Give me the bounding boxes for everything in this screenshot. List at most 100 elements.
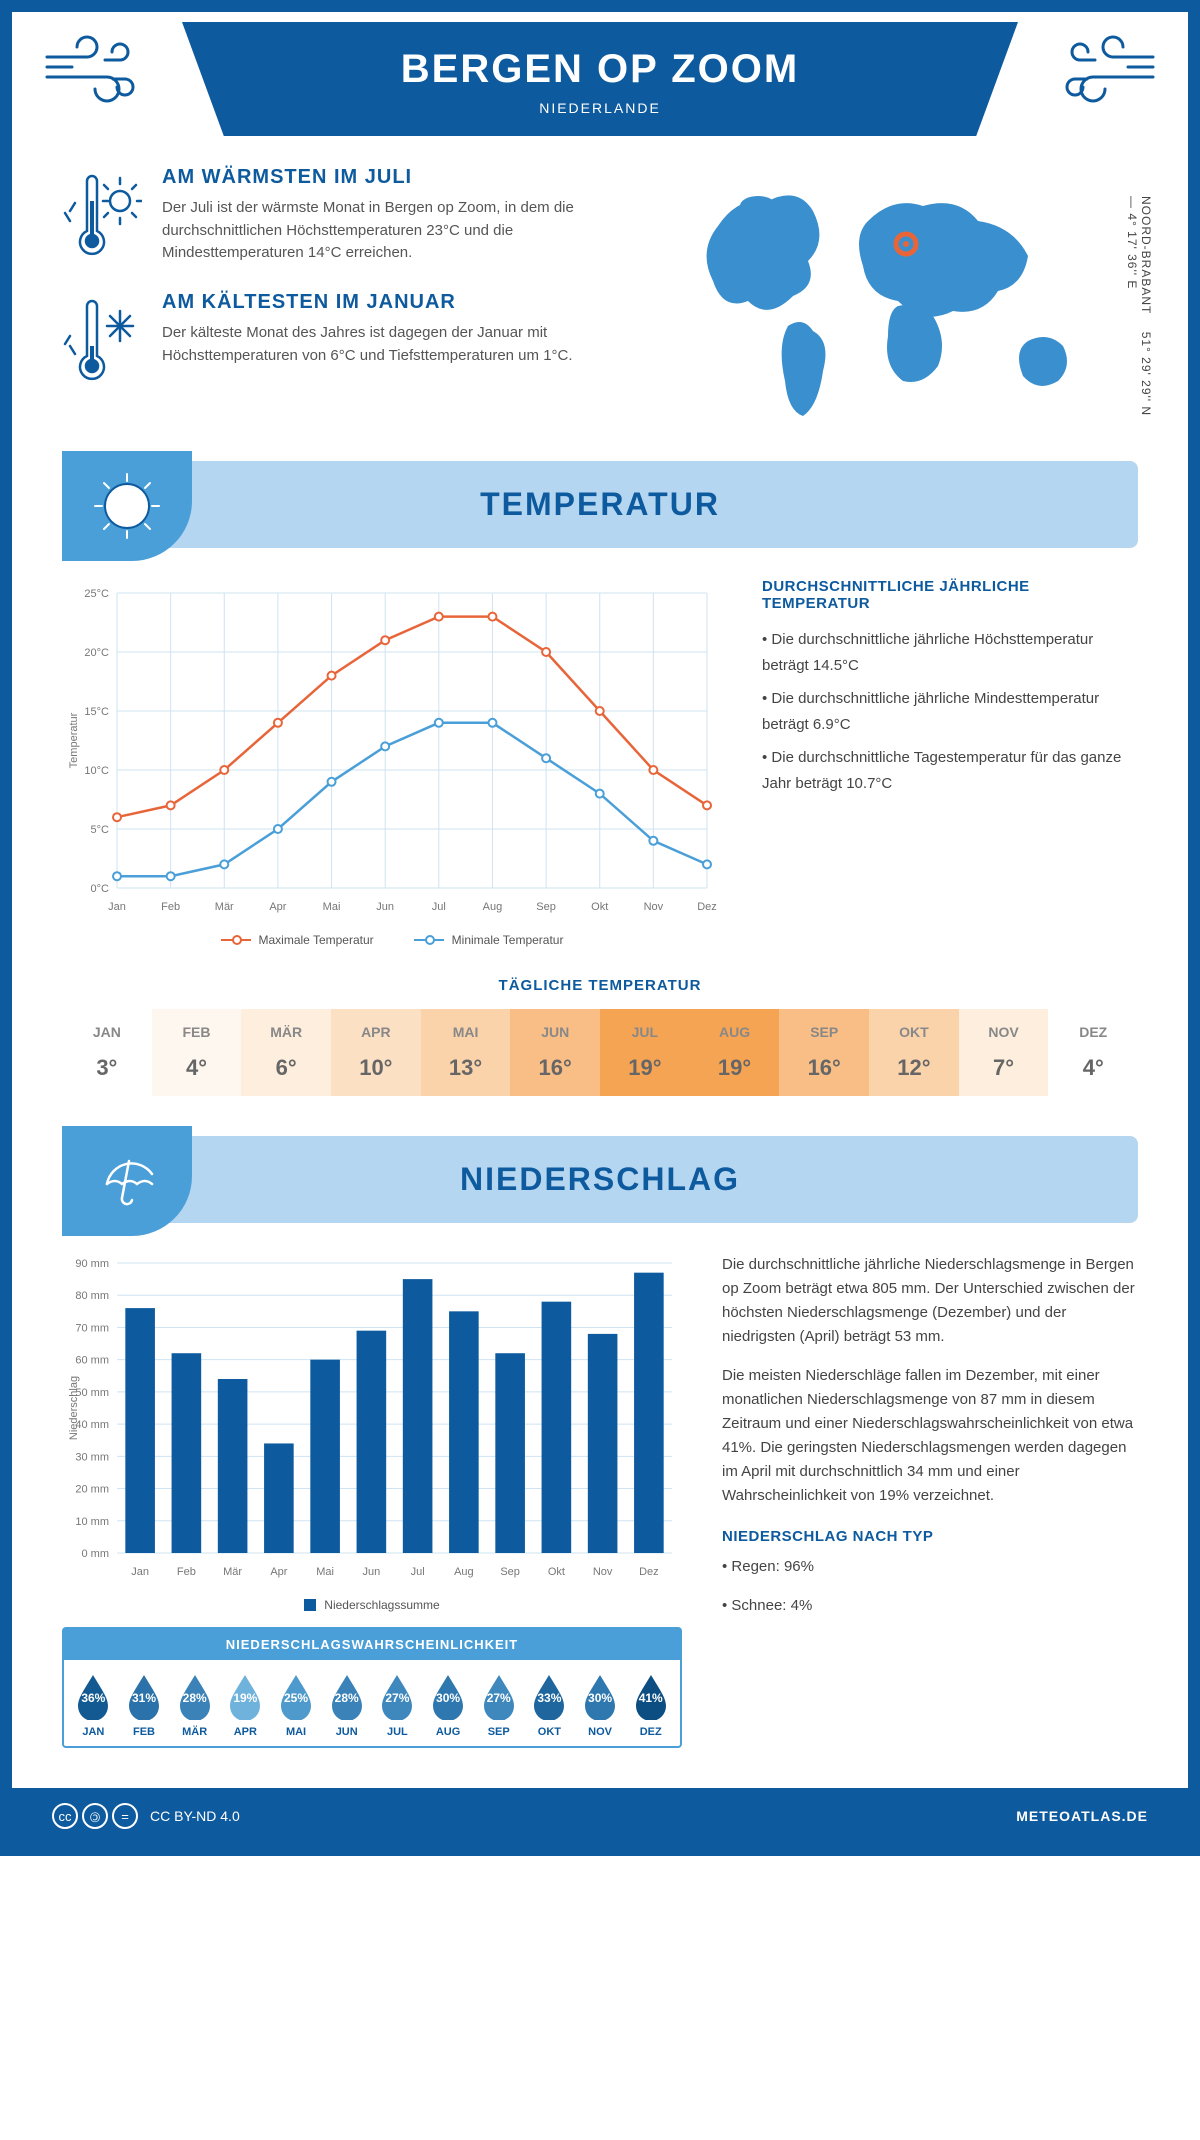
section-title: NIEDERSCHLAG bbox=[62, 1161, 1138, 1198]
prob-month: MÄR bbox=[170, 1726, 219, 1738]
section-title: TEMPERATUR bbox=[62, 486, 1138, 523]
svg-text:Mär: Mär bbox=[215, 901, 234, 913]
fact-warmest: AM WÄRMSTEN IM JULI Der Juli ist der wär… bbox=[62, 166, 628, 266]
daily-temp-title: TÄGLICHE TEMPERATUR bbox=[62, 977, 1138, 994]
prob-month: SEP bbox=[474, 1726, 523, 1738]
daily-month: DEZ bbox=[1048, 1024, 1138, 1040]
svg-text:5°C: 5°C bbox=[91, 824, 110, 836]
prob-month: JUL bbox=[373, 1726, 422, 1738]
legend-min: .legend-item:nth-child(2) .legend-line::… bbox=[414, 933, 564, 947]
precipitation-chart: 0 mm10 mm20 mm30 mm40 mm50 mm60 mm70 mm8… bbox=[62, 1253, 682, 1748]
svg-text:Apr: Apr bbox=[269, 901, 286, 913]
drop-percent: 25% bbox=[284, 1691, 308, 1705]
daily-temp-cell: AUG19° bbox=[690, 1009, 780, 1096]
daily-month: SEP bbox=[779, 1024, 869, 1040]
prob-month: MAI bbox=[272, 1726, 321, 1738]
wind-icon bbox=[42, 32, 152, 112]
prob-month: DEZ bbox=[626, 1726, 675, 1738]
svg-text:Jul: Jul bbox=[411, 1566, 425, 1578]
svg-text:Temperatur: Temperatur bbox=[68, 712, 80, 768]
legend-max: .legend-item:nth-child(1) .legend-line::… bbox=[221, 933, 374, 947]
probability-cell: 27% JUL bbox=[373, 1672, 422, 1738]
probability-cell: 19%APR bbox=[221, 1672, 270, 1738]
drop-percent: 27% bbox=[487, 1691, 511, 1705]
svg-text:Mai: Mai bbox=[316, 1566, 334, 1578]
drop-icon: 28% bbox=[176, 1672, 214, 1720]
drop-percent: 28% bbox=[335, 1691, 359, 1705]
drop-percent: 27% bbox=[385, 1691, 409, 1705]
facts-column: AM WÄRMSTEN IM JULI Der Juli ist der wär… bbox=[62, 166, 628, 431]
daily-value: 4° bbox=[1048, 1055, 1138, 1081]
probability-row: 36%JAN31%FEB28%MÄR19%APR25%MAI28%JUN27%J… bbox=[64, 1660, 680, 1746]
prob-month: JUN bbox=[322, 1726, 371, 1738]
license-label: CC BY-ND 4.0 bbox=[150, 1808, 240, 1824]
cc-icon: cc bbox=[52, 1803, 78, 1829]
legend-label: Minimale Temperatur bbox=[452, 933, 564, 947]
daily-value: 13° bbox=[421, 1055, 511, 1081]
svg-text:60 mm: 60 mm bbox=[75, 1355, 109, 1367]
summary-title: DURCHSCHNITTLICHE JÄHRLICHE TEMPERATUR bbox=[762, 578, 1138, 612]
fact-coldest: AM KÄLTESTEN IM JANUAR Der kälteste Mona… bbox=[62, 291, 628, 391]
thermometer-snow-icon bbox=[62, 291, 142, 391]
drop-percent: 36% bbox=[81, 1691, 105, 1705]
svg-text:Jul: Jul bbox=[432, 901, 446, 913]
svg-text:15°C: 15°C bbox=[84, 706, 109, 718]
intro-row: AM WÄRMSTEN IM JULI Der Juli ist der wär… bbox=[62, 166, 1138, 431]
svg-text:90 mm: 90 mm bbox=[75, 1258, 109, 1270]
daily-temp-cell: SEP16° bbox=[779, 1009, 869, 1096]
prob-month: NOV bbox=[576, 1726, 625, 1738]
sun-icon bbox=[62, 451, 192, 561]
probability-cell: 27% SEP bbox=[474, 1672, 523, 1738]
daily-month: NOV bbox=[959, 1024, 1049, 1040]
svg-text:Feb: Feb bbox=[177, 1566, 196, 1578]
daily-temp-cell: JAN3° bbox=[62, 1009, 152, 1096]
prob-month: JAN bbox=[69, 1726, 118, 1738]
fact-text: AM KÄLTESTEN IM JANUAR Der kälteste Mona… bbox=[162, 291, 628, 391]
svg-text:Jan: Jan bbox=[108, 901, 126, 913]
page-subtitle: NIEDERLANDE bbox=[182, 100, 1018, 116]
svg-text:30 mm: 30 mm bbox=[75, 1451, 109, 1463]
coordinates: NOORD-BRABANT 51° 29' 29'' N — 4° 17' 36… bbox=[1125, 196, 1153, 431]
fact-body: Der kälteste Monat des Jahres ist dagege… bbox=[162, 322, 628, 367]
daily-month: JAN bbox=[62, 1024, 152, 1040]
daily-value: 19° bbox=[690, 1055, 780, 1081]
svg-text:10 mm: 10 mm bbox=[75, 1516, 109, 1528]
umbrella-icon bbox=[62, 1126, 192, 1236]
probability-box: NIEDERSCHLAGSWAHRSCHEINLICHKEIT 36%JAN31… bbox=[62, 1627, 682, 1748]
fact-text: AM WÄRMSTEN IM JULI Der Juli ist der wär… bbox=[162, 166, 628, 266]
svg-text:Jun: Jun bbox=[376, 901, 394, 913]
svg-text:Aug: Aug bbox=[483, 901, 503, 913]
svg-text:Jun: Jun bbox=[363, 1566, 381, 1578]
probability-title: NIEDERSCHLAGSWAHRSCHEINLICHKEIT bbox=[64, 1629, 680, 1660]
summary-para: Die durchschnittliche jährliche Niedersc… bbox=[722, 1253, 1138, 1349]
daily-month: OKT bbox=[869, 1024, 959, 1040]
svg-text:Jan: Jan bbox=[131, 1566, 149, 1578]
svg-text:Mai: Mai bbox=[323, 901, 341, 913]
svg-text:50 mm: 50 mm bbox=[75, 1387, 109, 1399]
daily-month: MAI bbox=[421, 1024, 511, 1040]
drop-icon: 28% bbox=[328, 1672, 366, 1720]
section-header-temperature: TEMPERATUR bbox=[62, 461, 1138, 548]
prob-month: FEB bbox=[120, 1726, 169, 1738]
daily-month: JUN bbox=[510, 1024, 600, 1040]
daily-month: APR bbox=[331, 1024, 421, 1040]
page-title: BERGEN OP ZOOM bbox=[182, 47, 1018, 92]
footer-site: METEOATLAS.DE bbox=[1016, 1808, 1148, 1824]
legend-label: Maximale Temperatur bbox=[259, 933, 374, 947]
daily-value: 16° bbox=[510, 1055, 600, 1081]
drop-icon: 33% bbox=[530, 1672, 568, 1720]
precip-type-title: NIEDERSCHLAG NACH TYP bbox=[722, 1528, 1138, 1545]
daily-temp-cell: JUN 16° bbox=[510, 1009, 600, 1096]
svg-text:Niederschlag: Niederschlag bbox=[68, 1376, 80, 1440]
precip-type-item: • Schnee: 4% bbox=[722, 1594, 1138, 1618]
daily-temp-cell: APR10° bbox=[331, 1009, 421, 1096]
world-map-icon bbox=[658, 166, 1138, 426]
probability-cell: 25% MAI bbox=[272, 1672, 321, 1738]
precip-type-item: • Regen: 96% bbox=[722, 1555, 1138, 1579]
prob-month: AUG bbox=[424, 1726, 473, 1738]
section-header-precipitation: NIEDERSCHLAG bbox=[62, 1136, 1138, 1223]
daily-month: MÄR bbox=[241, 1024, 331, 1040]
svg-text:10°C: 10°C bbox=[84, 765, 109, 777]
legend-precip: Niederschlagssumme bbox=[304, 1598, 439, 1612]
thermometer-sun-icon bbox=[62, 166, 142, 266]
